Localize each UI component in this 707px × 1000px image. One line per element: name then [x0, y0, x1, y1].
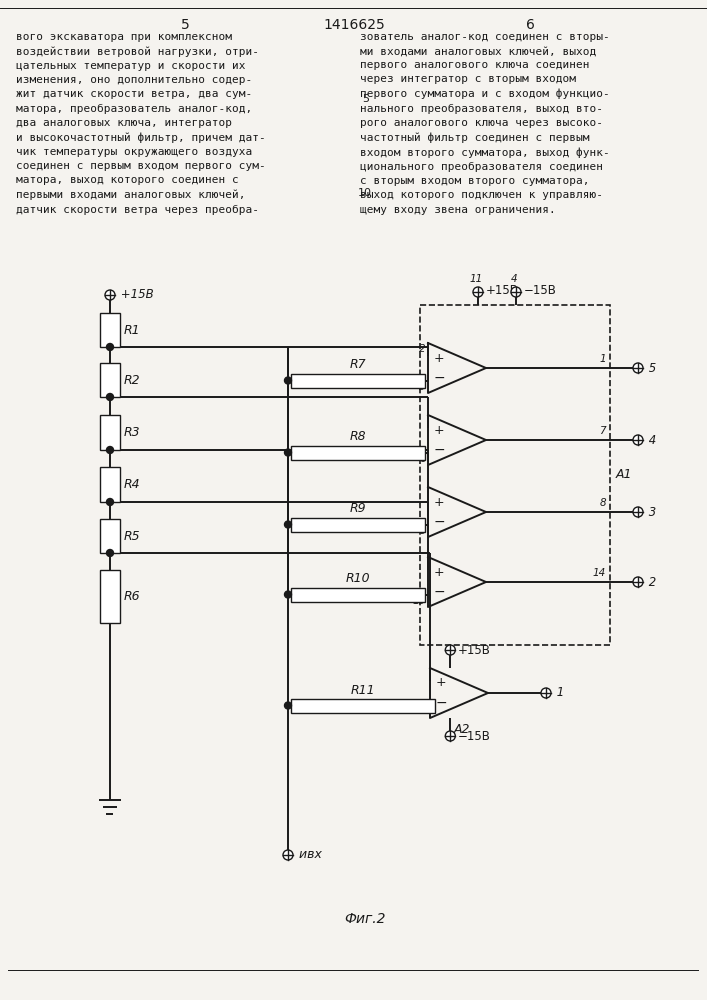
- Text: R3: R3: [124, 426, 141, 439]
- Circle shape: [284, 702, 291, 709]
- Circle shape: [283, 850, 293, 860]
- Bar: [100, 313, 120, 347]
- Text: R2: R2: [124, 373, 141, 386]
- Text: R11: R11: [351, 684, 375, 696]
- Text: 1: 1: [600, 354, 606, 364]
- Circle shape: [511, 287, 521, 297]
- Bar: [291, 373, 425, 387]
- Text: 6: 6: [419, 454, 426, 464]
- Text: +: +: [433, 495, 444, 508]
- Text: R4: R4: [124, 478, 141, 491]
- Circle shape: [284, 591, 291, 598]
- Bar: [100, 519, 120, 553]
- Text: 4: 4: [645, 434, 656, 446]
- Circle shape: [105, 290, 115, 300]
- Bar: [291, 446, 425, 460]
- Text: −15В: −15В: [524, 284, 557, 296]
- Text: −15В: −15В: [457, 730, 490, 742]
- Text: −: −: [436, 696, 447, 710]
- Text: +: +: [436, 676, 446, 690]
- Text: 13: 13: [413, 596, 426, 606]
- Text: R7: R7: [350, 359, 366, 371]
- Text: A2: A2: [454, 723, 470, 736]
- Text: 10: 10: [358, 188, 372, 198]
- Circle shape: [473, 287, 483, 297]
- Text: +: +: [433, 352, 444, 364]
- Bar: [100, 467, 120, 502]
- Text: +: +: [433, 424, 444, 436]
- Circle shape: [284, 521, 291, 528]
- Bar: [291, 518, 425, 532]
- Text: −: −: [433, 443, 445, 457]
- Text: +15В: +15В: [486, 284, 519, 296]
- Text: 3: 3: [645, 506, 656, 518]
- Circle shape: [445, 645, 455, 655]
- Circle shape: [107, 344, 114, 351]
- Text: +15В: +15В: [117, 288, 153, 302]
- Text: 14: 14: [592, 568, 606, 578]
- Text: +: +: [433, 566, 444, 578]
- Text: 9: 9: [419, 526, 426, 536]
- Text: 4: 4: [510, 274, 518, 284]
- Bar: [100, 415, 120, 450]
- Circle shape: [445, 731, 455, 741]
- Text: −: −: [433, 515, 445, 529]
- Circle shape: [633, 435, 643, 445]
- Text: A1: A1: [616, 468, 633, 482]
- Text: R8: R8: [350, 430, 366, 444]
- Bar: [100, 570, 120, 623]
- Circle shape: [107, 446, 114, 454]
- Text: 5: 5: [180, 18, 189, 32]
- Text: 2: 2: [645, 576, 656, 588]
- Text: вого экскаватора при комплексном
воздействии ветровой нагрузки, отри-
цательных : вого экскаватора при комплексном воздейс…: [16, 32, 266, 215]
- Text: 1: 1: [553, 686, 564, 700]
- Text: R10: R10: [346, 572, 370, 585]
- Text: ивх: ивх: [295, 848, 322, 861]
- Bar: [291, 698, 435, 712]
- Text: 8: 8: [600, 498, 606, 508]
- Bar: [100, 363, 120, 397]
- Text: R1: R1: [124, 324, 141, 336]
- Text: 2: 2: [419, 344, 426, 354]
- Text: Фиг.2: Фиг.2: [344, 912, 386, 926]
- Circle shape: [107, 498, 114, 506]
- Circle shape: [633, 363, 643, 373]
- Text: 5: 5: [645, 361, 656, 374]
- Circle shape: [633, 577, 643, 587]
- Circle shape: [107, 393, 114, 400]
- Circle shape: [284, 449, 291, 456]
- Text: 1416625: 1416625: [323, 18, 385, 32]
- Text: 5: 5: [362, 94, 369, 104]
- Text: −: −: [433, 585, 445, 599]
- Circle shape: [284, 377, 291, 384]
- Text: 6: 6: [525, 18, 534, 32]
- Bar: [291, 587, 425, 601]
- Text: R9: R9: [350, 502, 366, 516]
- Text: 11: 11: [469, 274, 483, 284]
- Bar: [420, 305, 610, 645]
- Text: зователь аналог-код соединен с вторы-
ми входами аналоговых ключей, выход
первог: зователь аналог-код соединен с вторы- ми…: [360, 32, 609, 215]
- Circle shape: [107, 550, 114, 556]
- Text: −: −: [433, 371, 445, 385]
- Text: 3: 3: [419, 382, 426, 392]
- Text: 7: 7: [600, 426, 606, 436]
- Text: +15В: +15В: [457, 644, 490, 656]
- Text: R5: R5: [124, 530, 141, 542]
- Circle shape: [541, 688, 551, 698]
- Circle shape: [633, 507, 643, 517]
- Text: R6: R6: [124, 590, 141, 603]
